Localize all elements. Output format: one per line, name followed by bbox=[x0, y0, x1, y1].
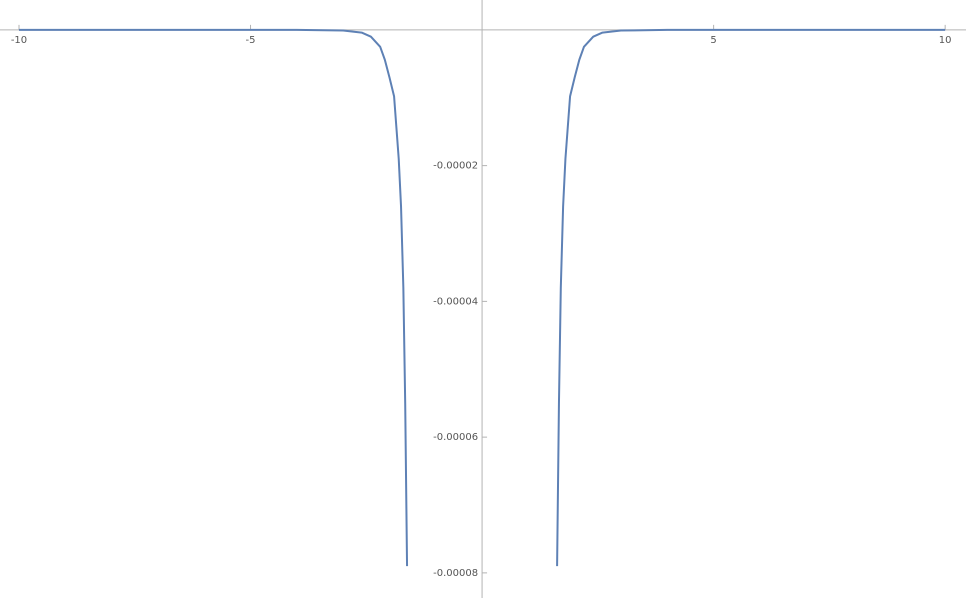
x-tick-label: 10 bbox=[939, 35, 952, 46]
x-tick-label: -5 bbox=[246, 35, 256, 46]
x-tick-label: 5 bbox=[710, 35, 716, 46]
y-tick-label: -0.00002 bbox=[433, 161, 478, 172]
y-tick-label: -0.00008 bbox=[433, 568, 478, 579]
x-tick-label: -10 bbox=[11, 35, 27, 46]
y-tick-label: -0.00006 bbox=[433, 432, 478, 443]
curve bbox=[18, 28, 946, 567]
y-tick-label: -0.00004 bbox=[433, 296, 478, 307]
